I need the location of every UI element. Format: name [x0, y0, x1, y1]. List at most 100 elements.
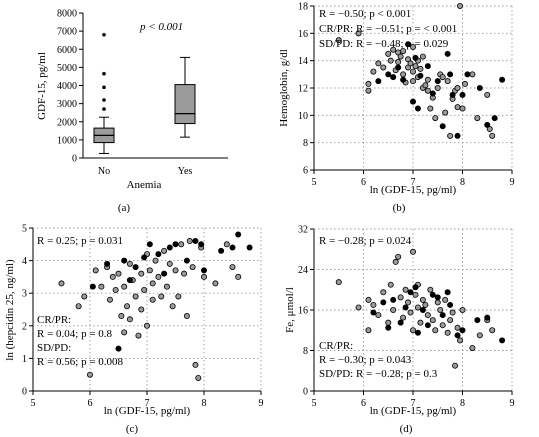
y-axis-title-a: GDF-15, pg/ml — [36, 52, 48, 120]
y-tick-label-a: 3000 — [57, 99, 77, 110]
data-point-black — [447, 301, 454, 308]
data-point-grey — [476, 332, 483, 339]
data-point-grey — [390, 306, 397, 313]
data-point-grey — [395, 59, 402, 66]
data-point-grey — [200, 273, 207, 280]
outlier-point — [102, 85, 106, 90]
y-tick-label-a: 2000 — [57, 117, 77, 128]
data-point-black — [454, 332, 461, 339]
data-point-grey — [442, 109, 449, 116]
outlier-point — [102, 98, 106, 102]
data-point-black — [385, 71, 392, 78]
annotation-b-2: CR/PR: R = −0.51; p = < 0.001 — [319, 23, 457, 35]
panel-d: 5 6 7 8 9 0 8 16 24 32 R = −0.28; p = 0.024 CR/PR… — [284, 225, 515, 436]
data-point-grey — [365, 296, 372, 303]
ticks-d: 5 6 7 8 9 0 8 16 24 32 — [298, 225, 515, 410]
y-tick-label: 18 — [298, 2, 308, 13]
data-point-grey — [126, 260, 133, 267]
data-point-grey — [454, 324, 461, 331]
annotation-a: p < 0.001 — [139, 21, 183, 33]
data-point-grey — [58, 280, 65, 287]
data-point-black — [229, 244, 236, 251]
data-point-grey — [115, 270, 122, 277]
y-tick-label: 10 — [298, 111, 308, 122]
data-point-grey — [459, 105, 466, 112]
data-point-black — [434, 294, 441, 301]
data-point-black — [161, 270, 168, 277]
data-point-grey — [432, 115, 439, 122]
boxes-a — [93, 32, 196, 154]
data-point-grey — [212, 280, 219, 287]
annotation-b-1: R = −0.50; p < 0.001 — [319, 8, 411, 20]
points-d — [335, 248, 506, 369]
data-point-grey — [442, 296, 449, 303]
outlier-point — [102, 71, 106, 76]
data-point-black — [484, 314, 491, 321]
data-point-grey — [409, 78, 416, 85]
data-point-grey — [439, 74, 446, 81]
data-point-grey — [365, 87, 372, 94]
data-point-black — [444, 289, 451, 296]
data-point-grey — [335, 37, 342, 44]
panel-label-b: (b) — [393, 202, 406, 214]
data-point-black — [397, 319, 404, 326]
data-point-black — [89, 283, 96, 290]
y-axis-title-b: Hemoglobin, g/dl — [278, 49, 290, 127]
x-tick-label: 5 — [312, 398, 317, 409]
data-point-grey — [447, 317, 454, 324]
y-tick-label: 16 — [298, 306, 308, 317]
data-point-grey — [355, 30, 362, 37]
data-point-grey — [424, 312, 431, 319]
annotation-c-5: R = 0.56; p = 0.008 — [37, 356, 124, 368]
x-tick-label: 6 — [361, 177, 366, 188]
data-point-grey — [449, 309, 456, 316]
data-point-black — [414, 105, 421, 112]
data-point-grey — [474, 115, 481, 122]
data-point-grey — [417, 65, 424, 72]
data-point-black — [484, 121, 491, 128]
y-tick-label: 14 — [298, 56, 308, 67]
data-point-grey — [407, 60, 414, 67]
x-tick-label: 9 — [510, 398, 515, 409]
data-point-grey — [387, 281, 394, 288]
grid-b — [314, 5, 513, 170]
data-point-black — [434, 78, 441, 85]
data-point-black — [405, 41, 412, 48]
data-point-black — [166, 244, 173, 251]
annotation-c-2: CR/PR: — [37, 314, 71, 326]
category-label-no: No — [98, 166, 110, 177]
y-tick-label: 24 — [298, 265, 308, 276]
category-label-yes: Yes — [178, 166, 193, 177]
annotation-b-3: SD/PD: R = −0.48; p = 0.029 — [319, 38, 449, 50]
data-point-black — [429, 291, 436, 298]
data-point-black — [395, 64, 402, 71]
data-point-black — [439, 312, 446, 319]
data-point-black — [499, 76, 506, 83]
data-point-grey — [409, 68, 416, 75]
data-point-black — [444, 50, 451, 57]
data-point-grey — [412, 291, 419, 298]
data-point-grey — [434, 85, 441, 92]
y-tick-label: 0 — [303, 387, 308, 398]
box-yes — [174, 84, 196, 125]
x-tick-label: 7 — [411, 177, 416, 188]
data-point-grey — [444, 329, 451, 336]
data-point-grey — [81, 293, 88, 300]
data-point-grey — [484, 91, 491, 98]
data-point-grey — [409, 44, 416, 51]
data-point-grey — [434, 299, 441, 306]
data-point-grey — [355, 304, 362, 311]
y-tick-label-a: 5000 — [57, 63, 77, 74]
data-point-grey — [92, 267, 99, 274]
data-point-black — [183, 257, 190, 264]
data-point-grey — [158, 293, 165, 300]
data-point-grey — [469, 344, 476, 351]
data-point-grey — [192, 361, 199, 368]
data-point-grey — [452, 362, 459, 369]
data-point-grey — [370, 301, 377, 308]
data-point-grey — [229, 264, 236, 271]
data-point-grey — [141, 286, 148, 293]
data-point-grey — [380, 289, 387, 296]
data-point-black — [407, 289, 414, 296]
y-tick-label: 16 — [298, 29, 308, 40]
